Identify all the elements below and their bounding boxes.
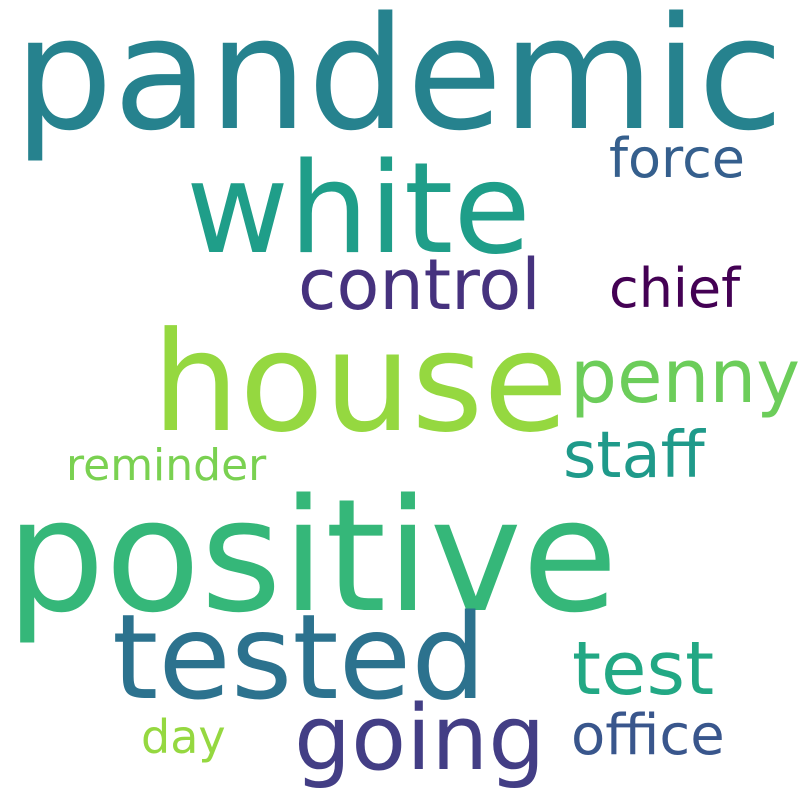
- word-test: test: [572, 626, 715, 712]
- word-pandemic: pandemic: [14, 0, 784, 165]
- word-chief: chief: [609, 257, 741, 320]
- word-reminder: reminder: [66, 440, 267, 491]
- word-going: going: [294, 686, 546, 791]
- word-force: force: [609, 127, 745, 190]
- word-positive: positive: [6, 465, 618, 647]
- word-control: control: [298, 244, 541, 326]
- word-house: house: [152, 302, 569, 463]
- word-day: day: [141, 710, 226, 764]
- word-white: white: [186, 135, 531, 282]
- word-office: office: [571, 703, 725, 768]
- word-staff: staff: [563, 419, 705, 493]
- word-tested: tested: [112, 588, 487, 726]
- word-penny: penny: [570, 334, 800, 420]
